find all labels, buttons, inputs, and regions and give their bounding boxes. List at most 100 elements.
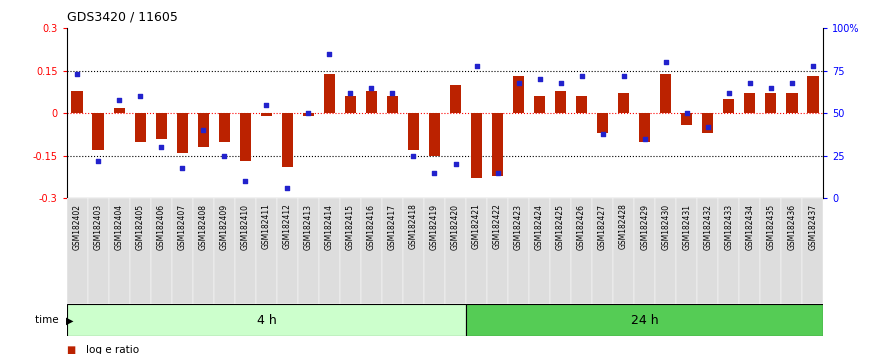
Point	[112, 97, 126, 103]
Point	[554, 80, 568, 86]
Bar	[639, 113, 651, 142]
Text: GSM182411: GSM182411	[262, 204, 271, 250]
Bar	[786, 93, 797, 113]
Bar	[529, 198, 550, 304]
Point	[134, 93, 148, 99]
Text: GSM182433: GSM182433	[724, 204, 733, 250]
Bar	[466, 304, 823, 336]
Bar	[681, 113, 692, 125]
Bar	[571, 198, 592, 304]
Bar	[740, 198, 760, 304]
Text: GSM182409: GSM182409	[220, 204, 229, 250]
Point	[764, 85, 778, 91]
Point	[805, 63, 820, 69]
Text: GSM182428: GSM182428	[619, 204, 628, 250]
Text: GSM182412: GSM182412	[283, 204, 292, 250]
Text: GSM182402: GSM182402	[73, 204, 82, 250]
Point	[239, 178, 253, 184]
Text: 24 h: 24 h	[631, 314, 659, 327]
Text: GSM182432: GSM182432	[703, 204, 712, 250]
Bar	[176, 113, 188, 153]
Bar	[445, 198, 466, 304]
Text: GSM182405: GSM182405	[136, 204, 145, 250]
Bar	[618, 93, 629, 113]
Point	[364, 85, 378, 91]
Bar	[219, 113, 231, 142]
Text: ▶: ▶	[66, 315, 73, 325]
Point	[722, 90, 736, 96]
Point	[449, 161, 463, 167]
Point	[427, 170, 441, 176]
Bar	[659, 74, 671, 113]
Bar	[576, 96, 587, 113]
Bar	[613, 198, 634, 304]
Bar	[807, 76, 819, 113]
Text: GSM182408: GSM182408	[198, 204, 208, 250]
Bar	[198, 113, 209, 147]
Bar	[424, 198, 445, 304]
Bar	[256, 198, 277, 304]
Point	[91, 158, 105, 164]
Text: GSM182415: GSM182415	[346, 204, 355, 250]
Bar	[655, 198, 676, 304]
Text: GSM182407: GSM182407	[178, 204, 187, 250]
Text: GSM182416: GSM182416	[367, 204, 376, 250]
Text: ■: ■	[67, 346, 79, 354]
Point	[680, 110, 694, 116]
Bar	[403, 198, 424, 304]
Bar	[634, 198, 655, 304]
Bar	[298, 198, 319, 304]
Point	[490, 170, 505, 176]
Bar	[67, 198, 88, 304]
Bar	[366, 91, 377, 113]
Point	[154, 144, 168, 150]
Bar	[88, 198, 109, 304]
Bar	[676, 198, 697, 304]
Bar	[193, 198, 214, 304]
Bar	[214, 198, 235, 304]
Bar	[697, 198, 718, 304]
Text: log e ratio: log e ratio	[86, 346, 140, 354]
Point	[344, 90, 358, 96]
Text: time: time	[36, 315, 62, 325]
Point	[617, 73, 631, 79]
Bar	[492, 113, 504, 176]
Point	[217, 153, 231, 159]
Point	[70, 72, 85, 77]
Bar	[239, 113, 251, 161]
Bar	[382, 198, 403, 304]
Bar	[554, 91, 566, 113]
Bar	[802, 198, 823, 304]
Point	[259, 102, 273, 108]
Text: 4 h: 4 h	[256, 314, 276, 327]
Point	[742, 80, 756, 86]
Bar	[487, 198, 508, 304]
Bar	[781, 198, 802, 304]
Point	[322, 51, 336, 57]
Bar	[71, 91, 83, 113]
Text: GSM182425: GSM182425	[556, 204, 565, 250]
Text: GSM182434: GSM182434	[745, 204, 754, 250]
Point	[659, 59, 673, 65]
Text: GSM182413: GSM182413	[303, 204, 313, 250]
Point	[637, 136, 651, 142]
Text: GSM182423: GSM182423	[514, 204, 523, 250]
Text: GSM182426: GSM182426	[577, 204, 587, 250]
Bar	[340, 198, 361, 304]
Bar	[760, 198, 781, 304]
Bar	[156, 113, 167, 139]
Text: GSM182431: GSM182431	[682, 204, 692, 250]
Bar	[429, 113, 441, 156]
Point	[302, 110, 316, 116]
Text: GSM182427: GSM182427	[598, 204, 607, 250]
Text: GSM182437: GSM182437	[808, 204, 817, 250]
Bar	[765, 93, 776, 113]
Bar	[550, 198, 571, 304]
Text: GSM182403: GSM182403	[93, 204, 102, 250]
Point	[595, 131, 610, 137]
Text: GSM182421: GSM182421	[472, 204, 481, 250]
Point	[385, 90, 400, 96]
Bar	[466, 198, 487, 304]
Point	[700, 124, 715, 130]
Bar	[408, 113, 419, 150]
